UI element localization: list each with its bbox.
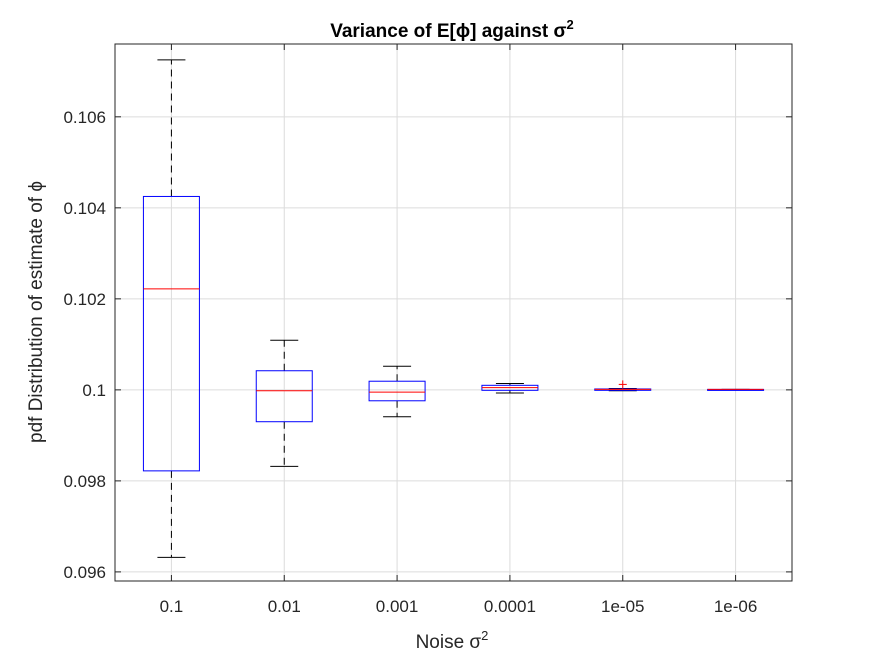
x-tick-label: 1e-05 [601,597,644,616]
grid-lines [115,44,792,581]
y-tick-label: 0.102 [63,290,106,309]
y-tick-label: 0.096 [63,563,106,582]
y-tick-label: 0.098 [63,472,106,491]
box-group-0.1 [142,59,200,558]
axes-frame [114,43,793,582]
iqr-box [368,380,426,402]
x-tick-label: 0.01 [268,597,301,616]
y-tick-label: 0.104 [63,199,106,218]
iqr-box [142,195,200,472]
x-tick-label: 1e-06 [714,597,757,616]
box-group-1e-06 [707,388,765,391]
x-tick-label: 0.1 [160,597,184,616]
box-series [142,59,765,558]
y-tick-label: 0.1 [82,381,106,400]
y-tick-label: 0.106 [63,108,106,127]
y-axis-label: pdf Distribution of estimate of ϕ [26,181,47,443]
iqr-box [255,370,313,423]
box-group-0.001 [368,365,426,418]
outlier-marker [618,380,627,389]
box-group-1e-05 [594,380,652,392]
x-tick-label: 0.001 [376,597,419,616]
axis-ticks: 0.096 0.098 0.1 0.102 0.104 0.106 0.1 0.01 0.001… [63,44,792,616]
box-group-0.0001 [481,382,539,394]
x-axis-label: Noise σ2 [416,628,489,653]
box-group-0.01 [255,339,313,467]
x-tick-label: 0.0001 [484,597,536,616]
chart-title: Variance of E[ϕ] against σ2 [330,17,574,42]
